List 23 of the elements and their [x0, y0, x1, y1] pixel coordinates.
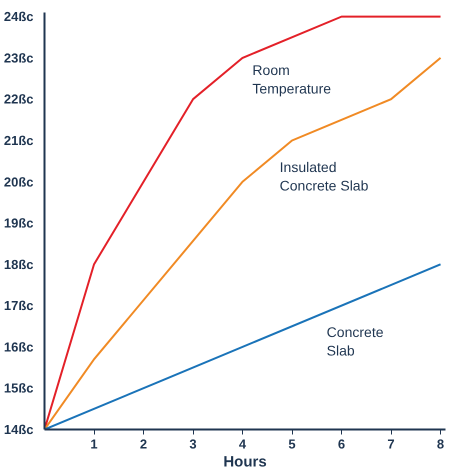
series-label: Room Temperature — [252, 62, 332, 96]
x-tick-label: 4 — [238, 436, 247, 452]
y-tick-label: 17ßc — [4, 298, 34, 314]
y-tick-label: 14ßc — [4, 422, 34, 437]
series-label: Concrete Slab — [326, 324, 384, 359]
x-tick-label: 2 — [140, 436, 148, 452]
x-tick-label: 1 — [90, 436, 98, 452]
y-tick-label: 20ßc — [4, 174, 34, 190]
y-tick-label: 21ßc — [4, 132, 34, 148]
y-tick-label: 22ßc — [4, 92, 34, 107]
x-axis-title: Hours — [223, 454, 267, 470]
x-tick-label: 6 — [338, 436, 346, 452]
x-tick-label: 3 — [189, 436, 197, 452]
y-tick-label: 23ßc — [4, 50, 34, 66]
series-label: Insulated Concrete Slab — [280, 159, 369, 194]
y-tick-label: 19ßc — [4, 216, 34, 231]
y-tick-label: 15ßc — [4, 380, 34, 396]
y-tick-label: 24ßc — [4, 9, 34, 24]
x-tick-label: 5 — [288, 436, 296, 452]
x-tick-label: 7 — [387, 436, 395, 452]
y-tick-label: 18ßc — [4, 256, 34, 272]
y-tick-label: 16ßc — [4, 339, 34, 354]
x-tick-label: 8 — [436, 436, 444, 452]
